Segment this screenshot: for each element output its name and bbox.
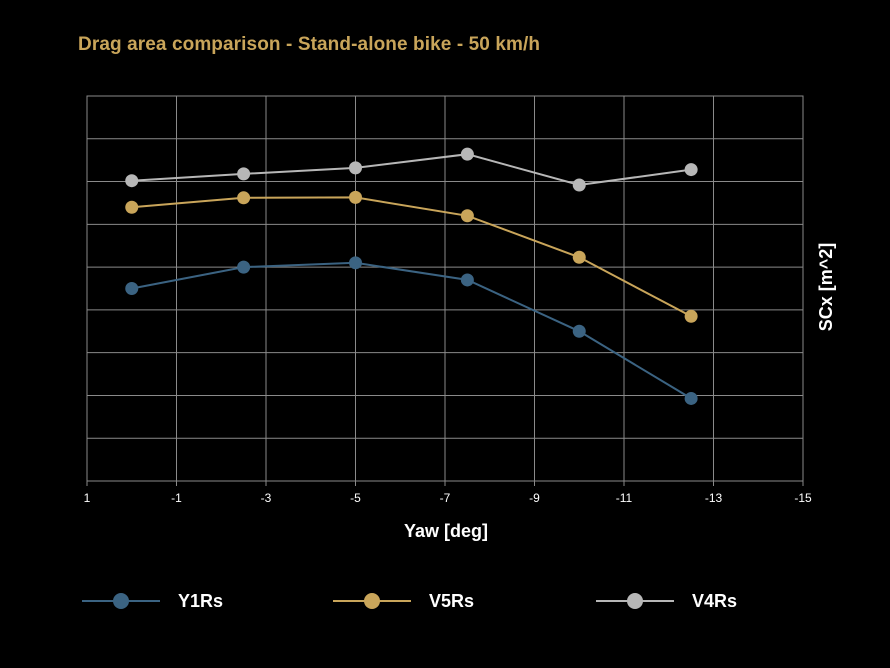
chart-title: Drag area comparison - Stand-alone bike …: [78, 34, 541, 55]
legend-marker: [113, 593, 129, 609]
y-axis-label: SCx [m^2]: [816, 243, 836, 332]
legend: Y1Rs V5Rs V4Rs: [0, 586, 890, 616]
x-tick-label: -7: [440, 491, 451, 505]
grid: [86, 95, 804, 486]
data-point: [237, 191, 251, 205]
data-point: [460, 273, 474, 287]
x-tick-label: 1: [84, 491, 91, 505]
series-y1rs: [125, 256, 698, 405]
data-point: [125, 200, 139, 214]
legend-marker: [364, 593, 380, 609]
data-point: [684, 309, 698, 323]
legend-marker: [627, 593, 643, 609]
series-v5rs: [125, 190, 698, 323]
data-point: [237, 260, 251, 274]
legend-swatch: [82, 586, 160, 616]
x-tick-label: -15: [794, 491, 812, 505]
legend-label: Y1Rs: [178, 590, 224, 611]
series-v4rs: [125, 147, 698, 192]
legend-label: V5Rs: [429, 590, 475, 611]
x-tick-label: -1: [171, 491, 182, 505]
legend-item-v5rs: V5Rs: [333, 586, 474, 616]
legend-item-y1rs: Y1Rs: [82, 586, 223, 616]
data-point: [125, 282, 139, 295]
legend-label: V4Rs: [692, 590, 738, 611]
data-point: [572, 324, 586, 338]
series-line: [131, 153, 692, 187]
data-point: [349, 190, 362, 204]
series-layer: [125, 147, 698, 405]
data-point: [349, 256, 362, 270]
x-tick-label: -5: [350, 491, 361, 505]
data-point: [460, 209, 474, 223]
series-line: [131, 196, 692, 318]
x-tick-labels: 1 -1 -3 -5 -7 -9 -11 -13 -15: [84, 491, 812, 505]
series-line: [131, 261, 692, 400]
x-tick-label: -11: [616, 491, 633, 505]
data-point: [125, 174, 139, 188]
data-point: [684, 391, 698, 405]
x-axis-label: Yaw [deg]: [404, 521, 488, 541]
x-tick-label: -13: [705, 491, 723, 505]
data-point: [572, 178, 586, 192]
legend-item-v4rs: V4Rs: [596, 586, 737, 616]
data-point: [572, 250, 586, 264]
data-point: [460, 147, 474, 161]
data-point: [349, 161, 362, 175]
data-point: [684, 163, 698, 177]
line-chart: 1 -1 -3 -5 -7 -9 -11 -13 -15 Yaw [deg] SCx [m^2]: [84, 95, 836, 541]
x-tick-label: -9: [529, 491, 540, 505]
legend-swatch: [333, 586, 411, 616]
data-point: [237, 167, 251, 181]
legend-swatch: [596, 586, 674, 616]
x-tick-label: -3: [261, 491, 272, 505]
